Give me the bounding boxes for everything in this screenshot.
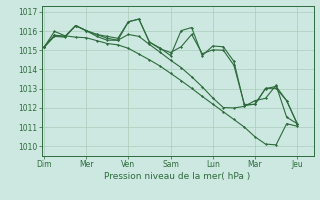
- X-axis label: Pression niveau de la mer( hPa ): Pression niveau de la mer( hPa ): [104, 172, 251, 181]
